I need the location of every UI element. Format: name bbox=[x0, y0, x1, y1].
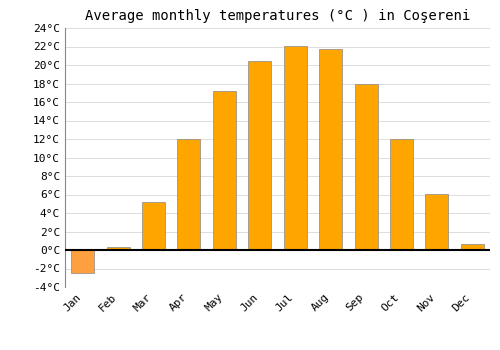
Bar bbox=[284, 46, 306, 250]
Bar bbox=[213, 91, 236, 250]
Bar bbox=[106, 247, 130, 250]
Bar bbox=[319, 49, 342, 250]
Title: Average monthly temperatures (°C ) in Coşereni: Average monthly temperatures (°C ) in Co… bbox=[85, 9, 470, 23]
Bar bbox=[461, 244, 484, 250]
Bar bbox=[71, 250, 94, 273]
Bar bbox=[354, 84, 378, 250]
Bar bbox=[178, 139, 201, 250]
Bar bbox=[390, 139, 413, 250]
Bar bbox=[426, 194, 448, 250]
Bar bbox=[248, 61, 272, 250]
Bar bbox=[142, 202, 165, 250]
